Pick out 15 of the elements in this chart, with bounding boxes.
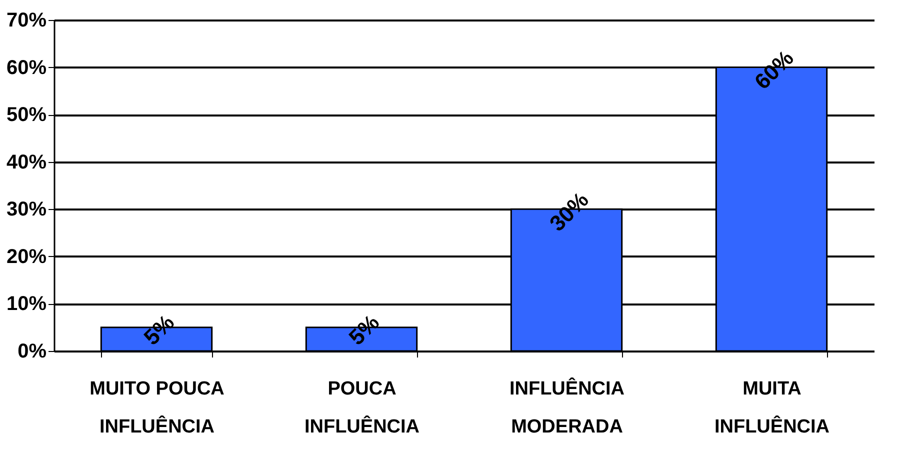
y-tick-label: 0% — [18, 340, 47, 362]
data-label: 5% — [344, 310, 384, 350]
x-tick-label: MUITO POUCA INFLUÊNCIA — [90, 378, 225, 438]
x-tick-label: POUCA INFLUÊNCIA — [304, 378, 420, 438]
y-tick-label: 40% — [6, 151, 47, 174]
y-tick-label: 20% — [6, 246, 47, 268]
y-tick-label: 50% — [6, 104, 47, 126]
data-label: 5% — [138, 310, 180, 350]
x-tick-label: MUITA INFLUÊNCIA — [714, 378, 830, 438]
y-tick-label: 70% — [6, 10, 47, 32]
y-tick-label: 30% — [6, 198, 47, 221]
y-tick-label: 60% — [6, 56, 47, 79]
x-tick-label: INFLUÊNCIA MODERADA — [509, 376, 625, 438]
y-tick-label: 10% — [6, 293, 47, 316]
data-label: 30% — [544, 187, 594, 236]
